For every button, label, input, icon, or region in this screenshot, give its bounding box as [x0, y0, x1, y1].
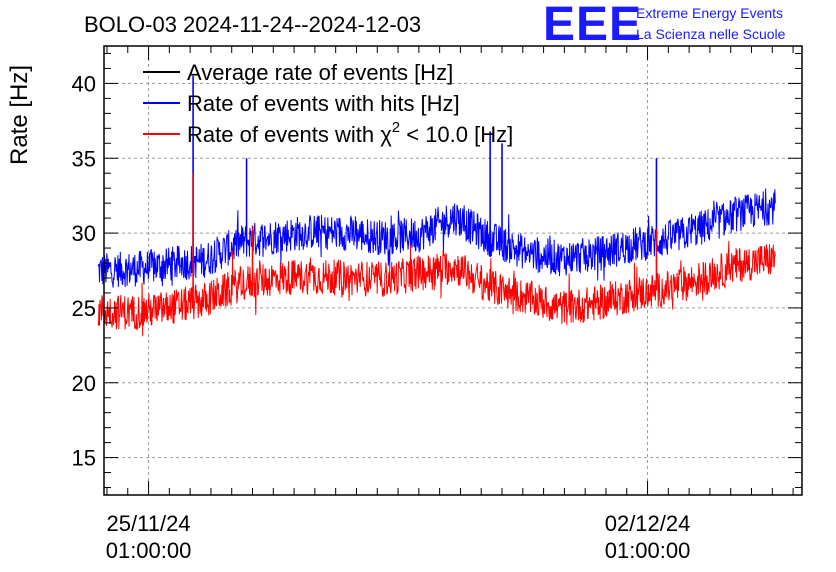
logo-line-1: Extreme Energy Events: [636, 5, 783, 21]
x-tick-time: 01:00:00: [605, 538, 691, 563]
plot-frame: [103, 45, 803, 496]
tick-layer: 15202530354025/11/2401:00:0002/12/2401:0…: [72, 71, 691, 563]
x-tick-date: 02/12/24: [605, 511, 691, 536]
y-tick-label: 35: [72, 146, 96, 171]
series-line: [97, 188, 776, 288]
legend-chi2-suffix: < 10.0 [Hz]: [400, 122, 513, 147]
legend-chi2-sup: 2: [392, 119, 400, 136]
series-layer: [97, 75, 776, 337]
series-1: [97, 173, 776, 337]
logo-line-2: La Scienza nelle Scuole: [636, 26, 786, 42]
series-0: [97, 75, 776, 288]
y-axis-label: Rate [Hz]: [6, 65, 33, 165]
y-tick-label: 25: [72, 296, 96, 321]
legend-label-hits: Rate of events with hits [Hz]: [187, 91, 460, 116]
series-line: [97, 241, 776, 337]
legend-label-average: Average rate of events [Hz]: [187, 60, 453, 85]
x-tick-date: 25/11/24: [107, 511, 191, 536]
x-tick-time: 01:00:00: [106, 538, 192, 563]
y-tick-label: 15: [72, 446, 96, 471]
legend: Average rate of events [Hz] Rate of even…: [143, 60, 513, 147]
chart-title: BOLO-03 2024-11-24--2024-12-03: [84, 12, 421, 37]
y-tick-label: 20: [72, 371, 96, 396]
y-tick-label: 30: [72, 221, 96, 246]
legend-chi2-symbol: χ: [380, 122, 392, 147]
axes-frame: [103, 45, 803, 496]
y-tick-label: 40: [72, 71, 96, 96]
eee-logo: EEE: [543, 0, 642, 51]
legend-chi2-prefix: Rate of events with: [187, 122, 380, 147]
legend-label-chi2: Rate of events with χ2 < 10.0 [Hz]: [187, 119, 513, 147]
